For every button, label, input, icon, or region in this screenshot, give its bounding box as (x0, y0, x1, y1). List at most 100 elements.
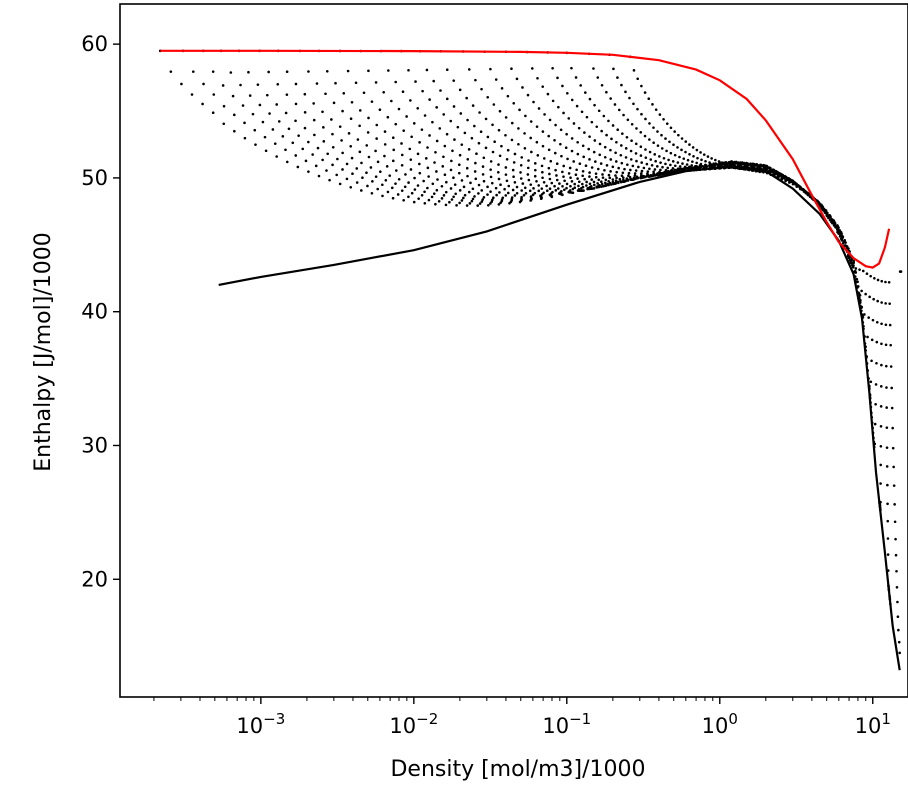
isotherm-point-12-1 (407, 68, 410, 72)
isotherm-point-19-4 (566, 91, 569, 95)
isotherm-point-18-24 (650, 164, 654, 167)
isotherm-point-22-63 (860, 289, 863, 293)
isotherm-point-2-15 (351, 172, 354, 176)
isotherm-point-1-8 (263, 135, 267, 139)
isotherm-point-20-66 (870, 338, 874, 342)
isotherm-point-9-11 (426, 146, 429, 149)
isotherm-point-20-10 (611, 124, 615, 127)
isotherm-point-21-8 (622, 113, 625, 117)
isotherm-point-17-6 (537, 107, 541, 110)
isotherm-point-0-4 (201, 102, 204, 106)
isotherm-point-17-8 (548, 118, 552, 122)
isotherm-point-14-17 (549, 159, 553, 163)
isotherm-point-4-16 (388, 174, 392, 177)
isotherm-point-10-14 (466, 158, 470, 161)
isotherm-point-1-30 (489, 202, 492, 205)
isotherm-point-3-9 (307, 140, 310, 144)
isotherm-point-18-15 (603, 145, 607, 149)
isotherm-point-22-12 (656, 130, 659, 133)
isotherm-point-7-28 (537, 189, 541, 193)
isotherm-point-23-55 (832, 219, 835, 222)
isotherm-point-7-19 (460, 179, 464, 182)
isotherm-point-10-17 (489, 168, 492, 171)
isotherm-point-7-13 (409, 158, 413, 161)
isotherm-point-1-24 (427, 198, 431, 202)
x-tick-label: 10−3 (236, 710, 285, 738)
isotherm-point-19-22 (654, 159, 657, 163)
isotherm-point-7-18 (452, 176, 455, 180)
isotherm-point-6-1 (285, 70, 289, 74)
isotherm-point-19-21 (649, 158, 653, 161)
isotherm-point-6-15 (409, 168, 413, 171)
isotherm-point-7-16 (435, 170, 438, 173)
isotherm-point-1-3 (212, 93, 216, 96)
isotherm-point-20-67 (875, 340, 879, 344)
isotherm-point-2-5 (251, 112, 255, 116)
isotherm-point-13-25 (588, 175, 591, 178)
isotherm-point-14-22 (581, 169, 585, 173)
isotherm-point-23-21 (706, 155, 710, 158)
isotherm-point-21-18 (665, 149, 668, 153)
isotherm-point-18-11 (583, 131, 586, 134)
isotherm-point-0-32 (497, 203, 501, 206)
isotherm-point-12-51 (759, 164, 763, 168)
isotherm-point-11-32 (614, 179, 618, 182)
isotherm-point-6-12 (383, 154, 386, 158)
y-tick-label: 40 (81, 300, 108, 324)
isotherm-point-23-1 (632, 69, 636, 72)
isotherm-point-22-15 (668, 140, 671, 144)
isotherm-point-15-69 (885, 446, 889, 449)
isotherm-point-12-24 (569, 176, 572, 180)
isotherm-point-13-15 (520, 156, 524, 159)
isotherm-point-13-31 (628, 175, 632, 179)
isotherm-point-10-70 (894, 537, 897, 541)
isotherm-point-7-32 (571, 187, 575, 191)
isotherm-point-9-33 (600, 182, 604, 186)
isotherm-point-7-11 (392, 148, 396, 152)
isotherm-point-21-7 (617, 108, 621, 112)
isotherm-point-18-2 (536, 76, 539, 80)
isotherm-point-15-6 (498, 109, 502, 113)
isotherm-point-15-8 (510, 121, 514, 125)
isotherm-point-0-19 (360, 189, 363, 192)
isotherm-point-23-68 (880, 279, 884, 283)
isotherm-point-9-32 (592, 183, 596, 187)
isotherm-point-19-3 (561, 84, 564, 88)
isotherm-point-8-6 (367, 116, 370, 120)
y-axis-label: Enthalpy [J/mol]/1000 (31, 232, 56, 471)
isotherm-point-7-15 (426, 166, 430, 170)
isotherm-point-13-27 (601, 176, 605, 179)
isotherm-point-17-16 (592, 150, 596, 154)
isotherm-point-0-24 (412, 200, 416, 204)
isotherm-point-3-12 (336, 157, 339, 161)
isotherm-point-6-23 (480, 189, 484, 192)
isotherm-point-5-29 (522, 193, 526, 197)
isotherm-point-6-7 (338, 125, 342, 128)
isotherm-point-21-68 (880, 322, 883, 326)
isotherm-point-16-8 (529, 120, 533, 123)
isotherm-point-22-65 (868, 295, 871, 299)
isotherm-point-21-59 (841, 235, 845, 239)
isotherm-point-17-23 (631, 164, 635, 168)
isotherm-point-20-27 (690, 164, 694, 167)
isotherm-point-9-14 (450, 159, 453, 163)
isotherm-point-17-30 (670, 169, 673, 172)
isotherm-point-19-27 (678, 165, 682, 168)
isotherm-point-11-17 (504, 166, 508, 169)
isotherm-point-9-13 (442, 155, 445, 159)
isotherm-point-12-13 (491, 150, 495, 154)
isotherm-point-0-31 (487, 204, 490, 207)
isotherm-point-18-25 (656, 165, 659, 168)
isotherm-point-8-7 (375, 123, 379, 127)
isotherm-point-15-29 (639, 172, 643, 175)
isotherm-point-11-27 (577, 180, 581, 184)
isotherm-point-14-2 (452, 79, 456, 82)
isotherm-point-17-4 (526, 93, 530, 97)
isotherm-point-5-12 (367, 155, 371, 159)
isotherm-point-17-21 (620, 161, 624, 165)
isotherm-point-23-42 (784, 179, 787, 183)
isotherm-point-21-64 (863, 313, 866, 316)
isotherm-point-0-22 (391, 196, 395, 200)
isotherm-point-13-23 (574, 173, 578, 176)
isotherm-point-4-12 (350, 156, 354, 160)
